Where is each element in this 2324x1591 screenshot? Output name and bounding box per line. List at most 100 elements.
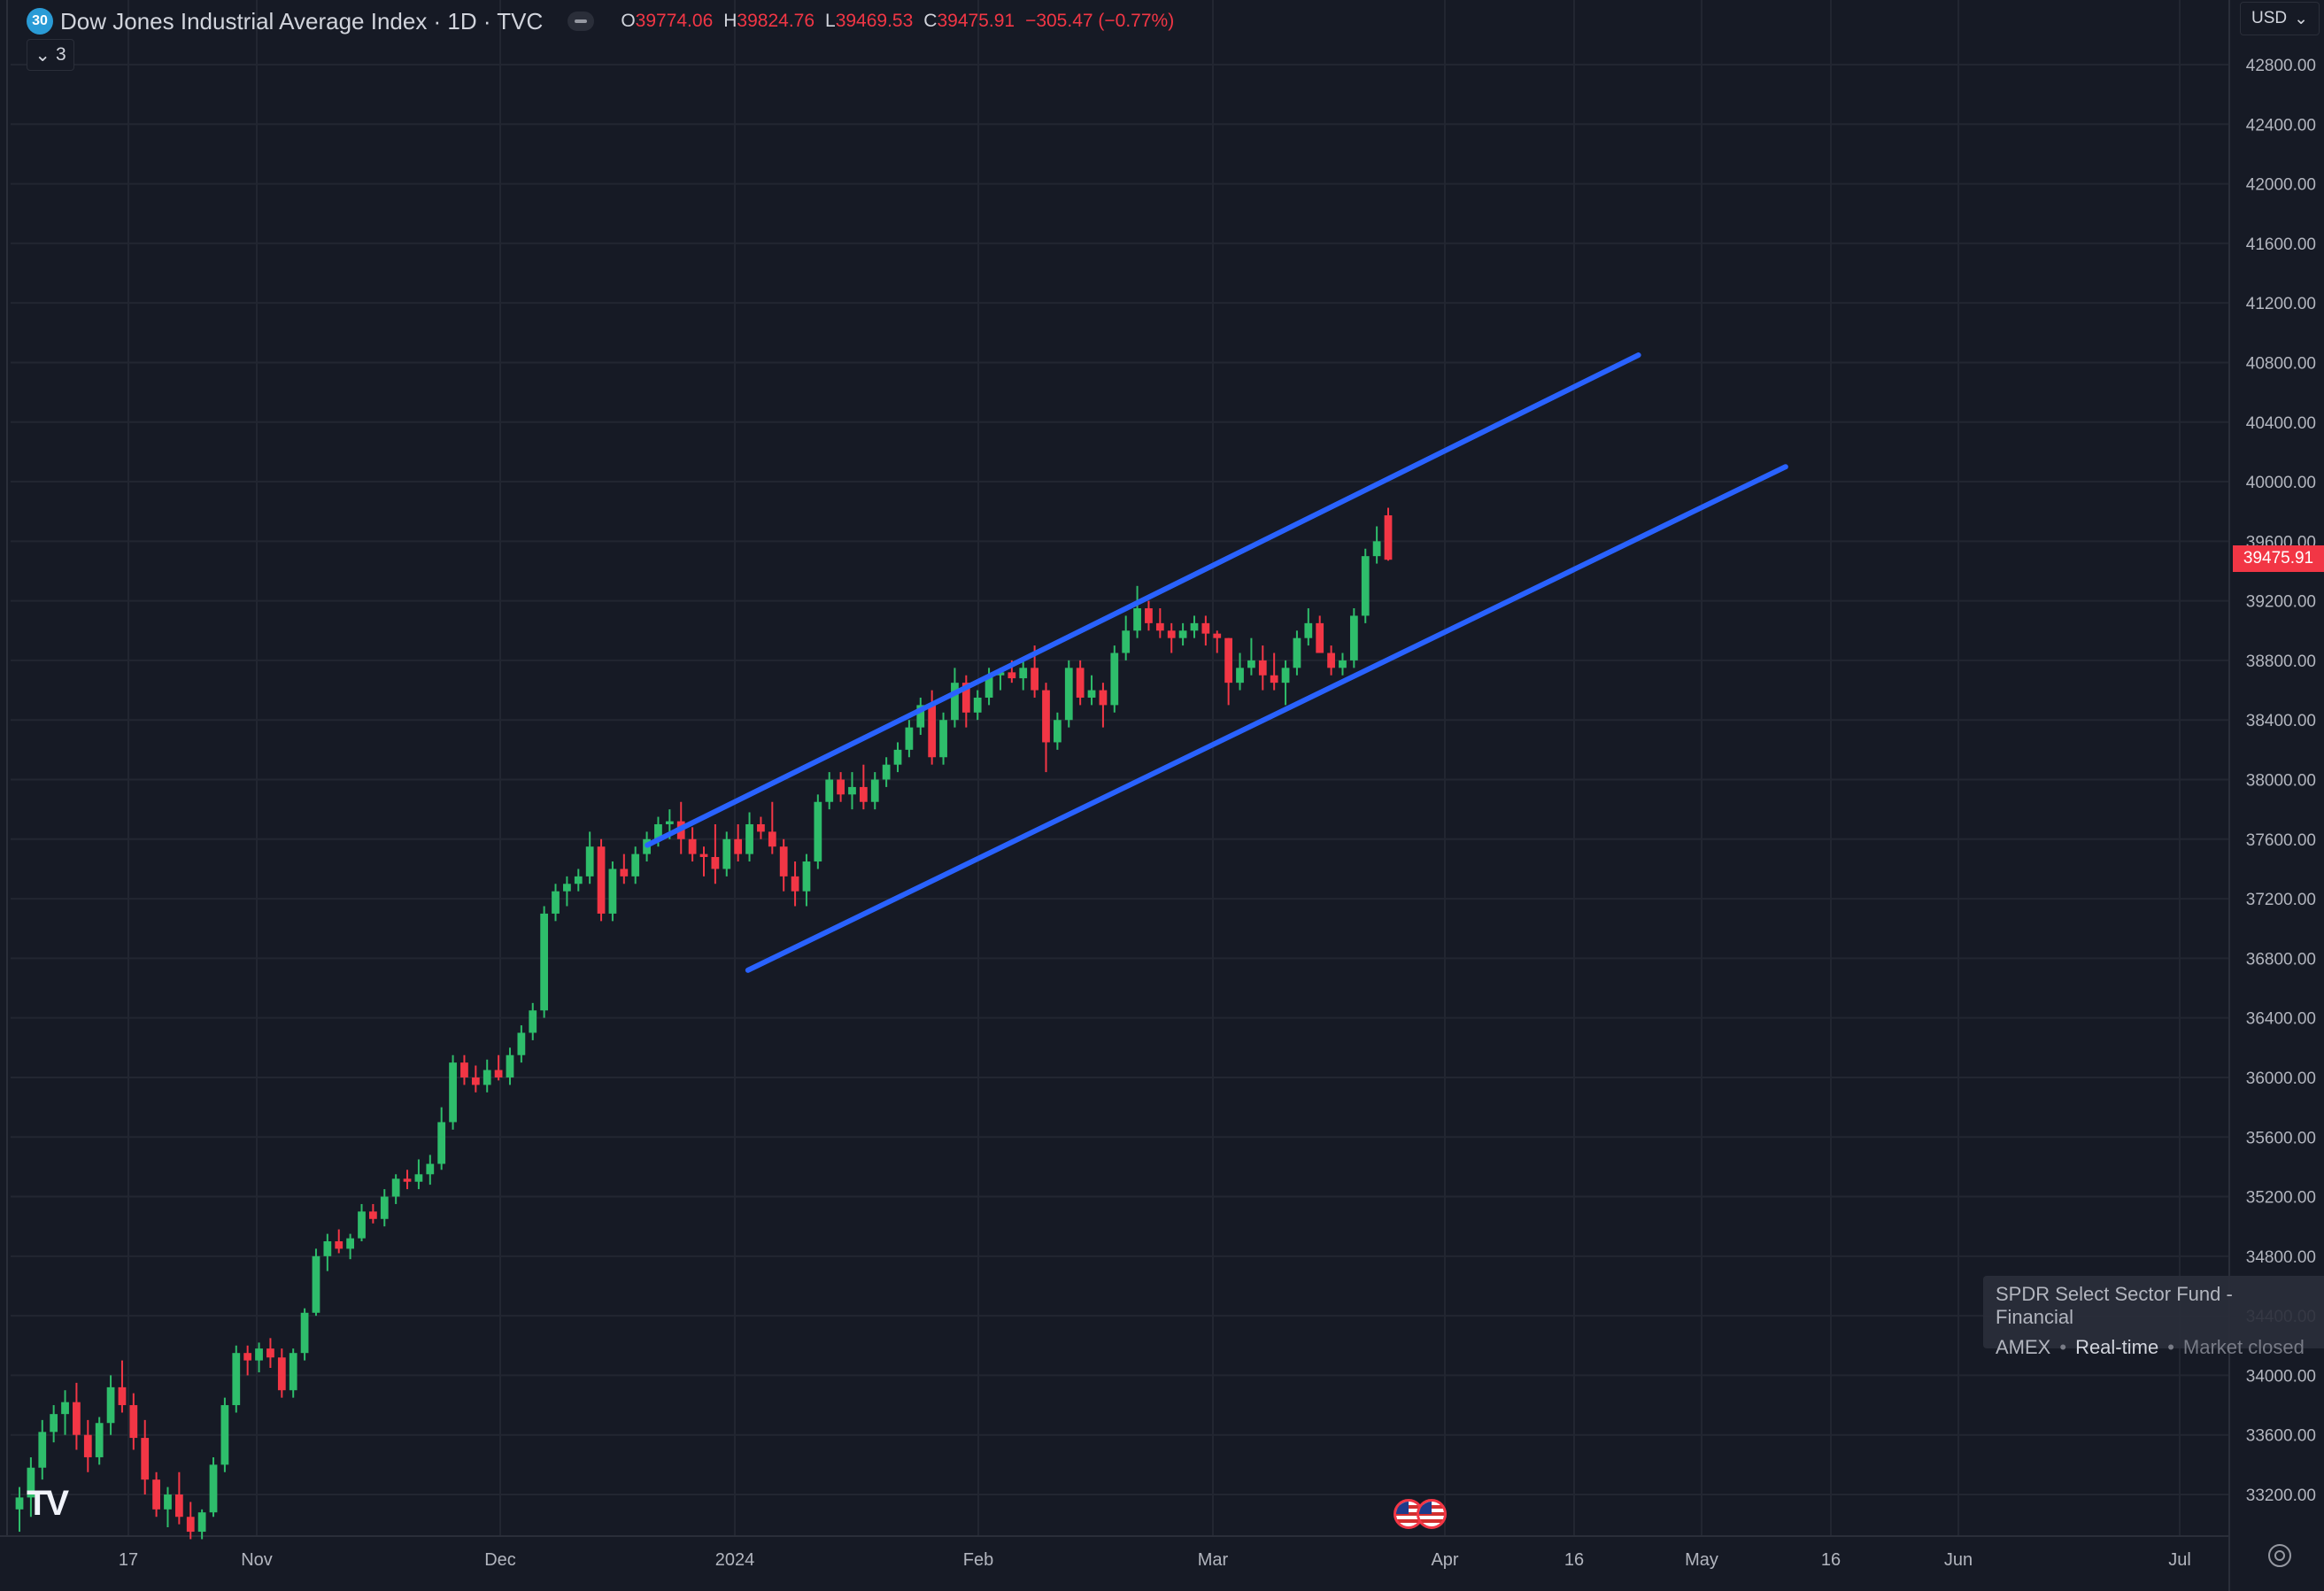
candle-body xyxy=(939,720,947,758)
indicators-count: 3 xyxy=(55,44,66,65)
time-axis-label: 17 xyxy=(119,1550,138,1570)
candle-body xyxy=(984,675,993,698)
price-axis-label: 35200.00 xyxy=(2246,1189,2316,1208)
candle-body xyxy=(870,779,879,802)
candle-body xyxy=(779,846,788,877)
high-value: H39824.76 xyxy=(723,11,815,31)
separator-dot-icon: • xyxy=(2167,1336,2174,1358)
tradingview-logo[interactable]: TV xyxy=(27,1484,69,1523)
candle-body xyxy=(1190,622,1199,631)
price-axis-label: 33600.00 xyxy=(2246,1427,2316,1446)
candle-body xyxy=(688,838,697,854)
trendline xyxy=(645,352,1641,848)
time-axis-label: 16 xyxy=(1821,1550,1841,1570)
candle-body xyxy=(1087,690,1096,698)
candle-body xyxy=(1019,668,1028,679)
tooltip-realtime: Real-time xyxy=(2075,1336,2159,1358)
candle-body xyxy=(1155,622,1164,631)
gear-icon[interactable] xyxy=(2268,1544,2291,1567)
candle-body xyxy=(312,1255,320,1313)
hide-legend-icon[interactable] xyxy=(567,12,595,31)
time-axis-label: Mar xyxy=(1198,1550,1229,1570)
candle-body xyxy=(1327,653,1335,668)
candle-body xyxy=(1008,672,1016,679)
price-axis-label: 41600.00 xyxy=(2246,236,2316,254)
event-markers[interactable] xyxy=(1394,1499,1447,1529)
candle-body xyxy=(574,876,583,884)
candle-body xyxy=(802,861,811,892)
candle-body xyxy=(517,1032,526,1055)
close-value: C39475.91 xyxy=(923,11,1015,31)
candle-body xyxy=(61,1402,69,1415)
candle-body xyxy=(825,779,834,802)
candle-body xyxy=(1349,615,1358,660)
candle-body xyxy=(1201,622,1210,634)
time-axis-label: 2024 xyxy=(715,1550,755,1570)
candle-body xyxy=(255,1348,263,1361)
price-axis-label: 42000.00 xyxy=(2246,176,2316,195)
tooltip-symbol-name: SPDR Select Sector Fund - Financial xyxy=(1996,1283,2233,1328)
candle-body xyxy=(27,1467,35,1498)
us-flag-icon[interactable] xyxy=(1394,1499,1424,1529)
candle-body xyxy=(15,1497,24,1510)
candle-body xyxy=(197,1512,206,1533)
candle-body xyxy=(996,672,1005,676)
candle-body xyxy=(1372,541,1381,557)
price-axis-label: 42800.00 xyxy=(2246,57,2316,75)
chevron-down-icon: ⌄ xyxy=(35,44,50,66)
candle-body xyxy=(106,1386,115,1424)
price-axis-label: 41200.00 xyxy=(2246,295,2316,313)
indicators-toggle[interactable]: ⌄ 3 xyxy=(27,39,74,71)
candle-body xyxy=(358,1211,366,1239)
candle-body xyxy=(654,823,662,839)
candle-body xyxy=(951,683,959,721)
us-flag-icon[interactable] xyxy=(1417,1499,1447,1529)
candle-body xyxy=(1031,668,1038,691)
candle-body xyxy=(141,1438,150,1480)
candle-body xyxy=(1213,633,1222,638)
candle-body xyxy=(928,705,937,758)
candle-body xyxy=(174,1494,183,1518)
candle-body xyxy=(289,1353,297,1391)
candle-body xyxy=(129,1405,138,1439)
candle-body xyxy=(1361,556,1370,616)
currency-selector[interactable]: USD ⌄ xyxy=(2240,2,2320,35)
separator-dot-icon: • xyxy=(2059,1336,2067,1358)
price-axis-label: 38800.00 xyxy=(2246,653,2316,671)
candle-body xyxy=(597,846,606,914)
candle-body xyxy=(164,1494,172,1510)
candle-body xyxy=(300,1312,309,1354)
price-axis-label: 40800.00 xyxy=(2246,354,2316,373)
candle-body xyxy=(916,705,925,728)
candle-body xyxy=(186,1517,195,1533)
candle-body xyxy=(1247,660,1255,668)
time-axis-label: May xyxy=(1685,1550,1718,1570)
candle-body xyxy=(471,1077,480,1085)
candle-body xyxy=(585,846,594,877)
candle-body xyxy=(859,786,868,802)
low-value: L39469.53 xyxy=(825,11,914,31)
candle-body xyxy=(973,697,982,713)
time-axis-label: Jun xyxy=(1944,1550,1973,1570)
candle-body xyxy=(620,869,629,877)
candle-body xyxy=(391,1178,400,1197)
candle-body xyxy=(905,727,914,750)
candle-body xyxy=(369,1211,377,1219)
candle-body xyxy=(608,869,617,914)
candle-body xyxy=(961,683,970,713)
price-change: −305.47 (−0.77%) xyxy=(1025,11,1175,31)
candle-body xyxy=(1293,637,1301,668)
candle-body xyxy=(1133,608,1141,631)
candle-body xyxy=(1122,630,1131,653)
candle-body xyxy=(882,764,891,780)
price-axis-label: 38000.00 xyxy=(2246,772,2316,791)
candle-body xyxy=(1167,630,1176,638)
time-axis-label: Feb xyxy=(963,1550,993,1570)
symbol-badge-icon[interactable]: 30 xyxy=(27,8,53,35)
candle-body xyxy=(1384,515,1393,560)
candle-body xyxy=(38,1432,47,1468)
candle-body xyxy=(1064,668,1073,721)
candle-body xyxy=(1054,720,1062,743)
symbol-title[interactable]: Dow Jones Industrial Average Index · 1D … xyxy=(60,7,544,35)
